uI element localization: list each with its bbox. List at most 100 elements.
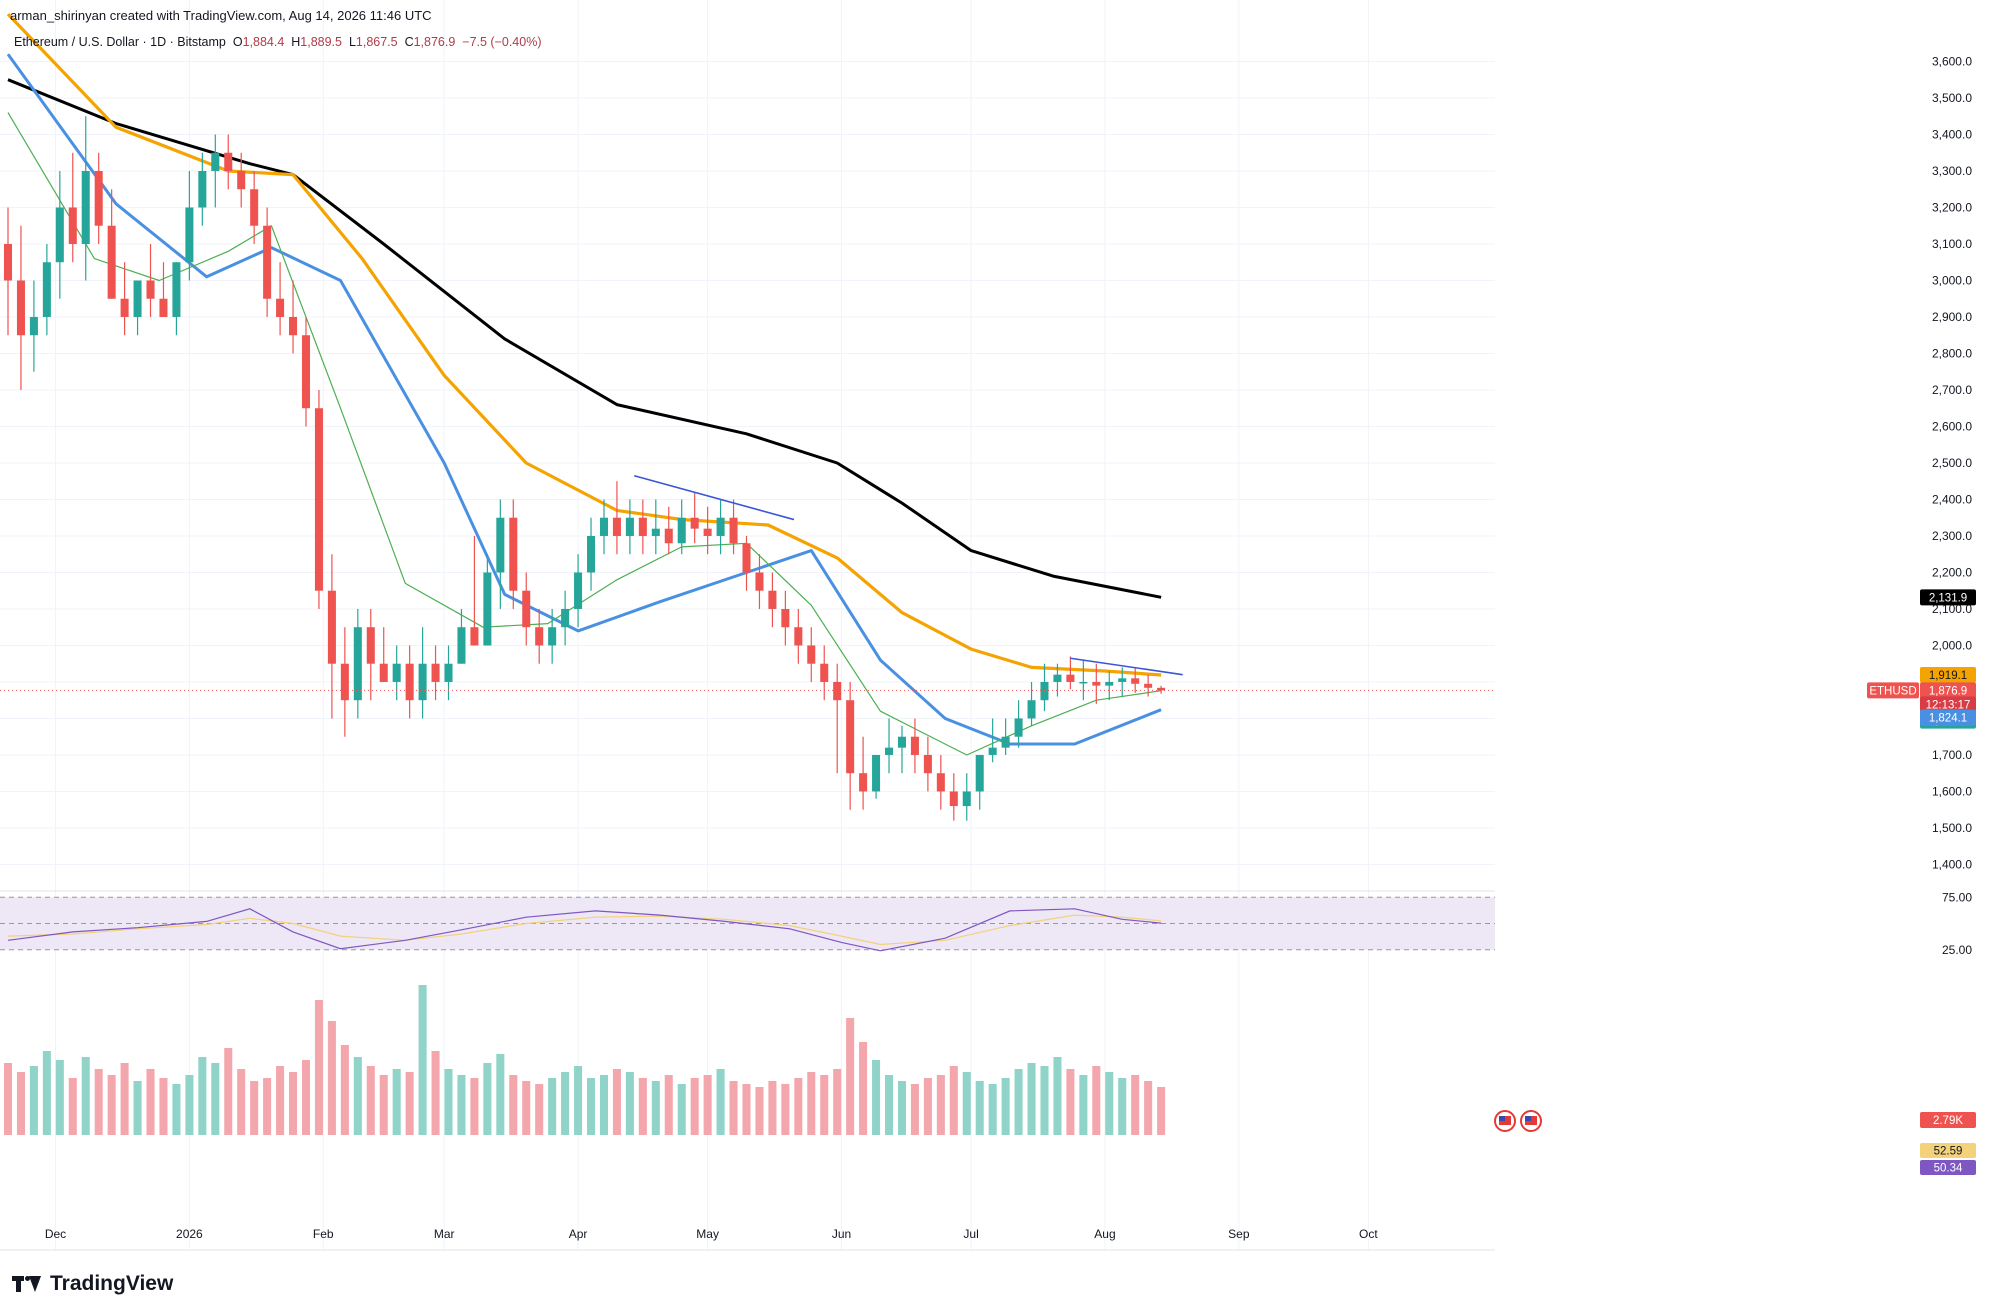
volume-bar: [975, 1081, 984, 1135]
candle-body: [638, 517, 647, 536]
volume-tag-label: 2.79K: [1933, 1115, 1963, 1127]
date-tick-label: Aug: [1094, 1227, 1115, 1241]
date-tick-label: Feb: [313, 1227, 334, 1241]
trendline[interactable]: [1070, 657, 1183, 676]
candle-body: [42, 262, 51, 317]
candle-body: [599, 517, 608, 536]
price-axis[interactable]: 3,600.0 3,500.0 3,400.0 3,300.0 3,200.0 3,100…: [1932, 54, 1972, 871]
volume-bar: [250, 1081, 259, 1135]
price-tick-label: 2,100.0: [1932, 602, 1972, 616]
volume-bar: [1118, 1078, 1127, 1135]
candle-body: [561, 608, 570, 628]
date-tick-label: Apr: [569, 1227, 588, 1241]
candle-body: [509, 517, 518, 591]
ma-200-line: [7, 78, 1162, 599]
volume-bar: [742, 1084, 751, 1135]
ma-50-line: [6, 53, 1162, 746]
price-tag: [1920, 709, 1976, 726]
open-label: O: [232, 35, 243, 49]
candle-body: [431, 663, 440, 682]
date-tick-label: Sep: [1228, 1227, 1250, 1241]
volume-bar: [146, 1069, 155, 1135]
date-tick-label: May: [696, 1227, 719, 1241]
candle-body: [625, 517, 634, 536]
price-tick-label: 3,100.0: [1932, 237, 1972, 251]
volume-bar: [496, 1054, 505, 1135]
candle-body: [962, 791, 971, 807]
candle-body: [55, 207, 64, 263]
low-value: 1,867.5: [355, 35, 398, 49]
tradingview-logo[interactable]: TradingView: [12, 1272, 173, 1296]
volume-bar: [1066, 1069, 1075, 1135]
volume-bar: [651, 1081, 660, 1135]
candle-body: [548, 627, 557, 646]
rsi-pane[interactable]: 75.00 25.00 52.59 50.34: [0, 890, 1976, 1175]
volume-bar: [936, 1075, 945, 1135]
rsi-tag: [1920, 1160, 1976, 1175]
volume-bar: [81, 1057, 90, 1135]
candle-body: [379, 663, 388, 682]
candle-body: [522, 590, 531, 628]
rsi-tick-label: 25.00: [1942, 943, 1972, 957]
candle-body: [1131, 678, 1140, 684]
candle-body: [405, 663, 414, 701]
price-tick-label: 3,200.0: [1932, 200, 1972, 214]
price-tick-label: 1,400.0: [1932, 857, 1972, 871]
candle-body: [1079, 681, 1088, 684]
candle-body: [29, 316, 38, 336]
date-tick-label: 2026: [176, 1227, 203, 1241]
price-labels: 2,131.91,919.1ETHUSD1,876.912:13:171,876…: [1867, 589, 1976, 729]
volume-bar: [470, 1078, 479, 1135]
candle-body: [988, 747, 997, 755]
us-flag-icon[interactable]: [1520, 1110, 1542, 1132]
candle-body: [1001, 736, 1010, 748]
volume-bar: [366, 1066, 375, 1135]
candle-body: [353, 627, 362, 701]
price-tick-label: 2,000.0: [1932, 638, 1972, 652]
price-tick-label: 3,500.0: [1932, 91, 1972, 105]
candle-body: [936, 773, 945, 792]
candle-body: [897, 736, 906, 748]
candle-body: [327, 590, 336, 664]
candle-body: [133, 280, 142, 317]
price-tick-label: 1,500.0: [1932, 821, 1972, 835]
volume-bar: [211, 1063, 220, 1135]
us-flag-icon[interactable]: [1494, 1110, 1516, 1132]
candle-body: [949, 791, 958, 807]
volume-bar: [949, 1066, 958, 1135]
volume-bar: [846, 1018, 855, 1135]
change-value: −7.5 (−0.40%): [462, 35, 542, 49]
candle-body: [470, 627, 479, 646]
rsi-signal-line: [7, 914, 1162, 946]
volume-bar: [548, 1078, 557, 1135]
volume-bar: [1027, 1063, 1036, 1135]
candle-body: [250, 189, 259, 226]
symbol-info: Ethereum / U.S. Dollar · 1D · Bitstamp O…: [14, 35, 541, 49]
candle-body: [677, 517, 686, 544]
candle-body: [820, 663, 829, 682]
price-tag-label: 1,876.9: [1929, 685, 1967, 697]
volume-bar: [988, 1084, 997, 1135]
volume-bar: [703, 1075, 712, 1135]
candle-body: [1092, 681, 1101, 686]
volume-bar: [535, 1084, 544, 1135]
volume-bar: [833, 1069, 842, 1135]
volume-bar: [755, 1087, 764, 1135]
volume-bar: [107, 1075, 116, 1135]
price-tag-label: ETHUSD: [1869, 685, 1916, 697]
ma-20-line: [7, 112, 1162, 756]
candle-body: [289, 316, 298, 336]
rsi-line: [7, 908, 1162, 952]
volume-bar: [418, 985, 427, 1135]
trendline[interactable]: [634, 474, 795, 521]
volume-bar: [289, 1072, 298, 1135]
volume-tag: [1920, 1112, 1976, 1128]
candle-body: [211, 152, 220, 171]
candle-body: [94, 170, 103, 226]
volume-bar: [1014, 1069, 1023, 1135]
price-tick-label: 2,900.0: [1932, 310, 1972, 324]
date-axis[interactable]: Dec 2026 Feb Mar Apr May Jun Jul Aug Sep Oct: [45, 1227, 1379, 1241]
price-tick-label: 1,700.0: [1932, 748, 1972, 762]
candle-body: [859, 773, 868, 792]
